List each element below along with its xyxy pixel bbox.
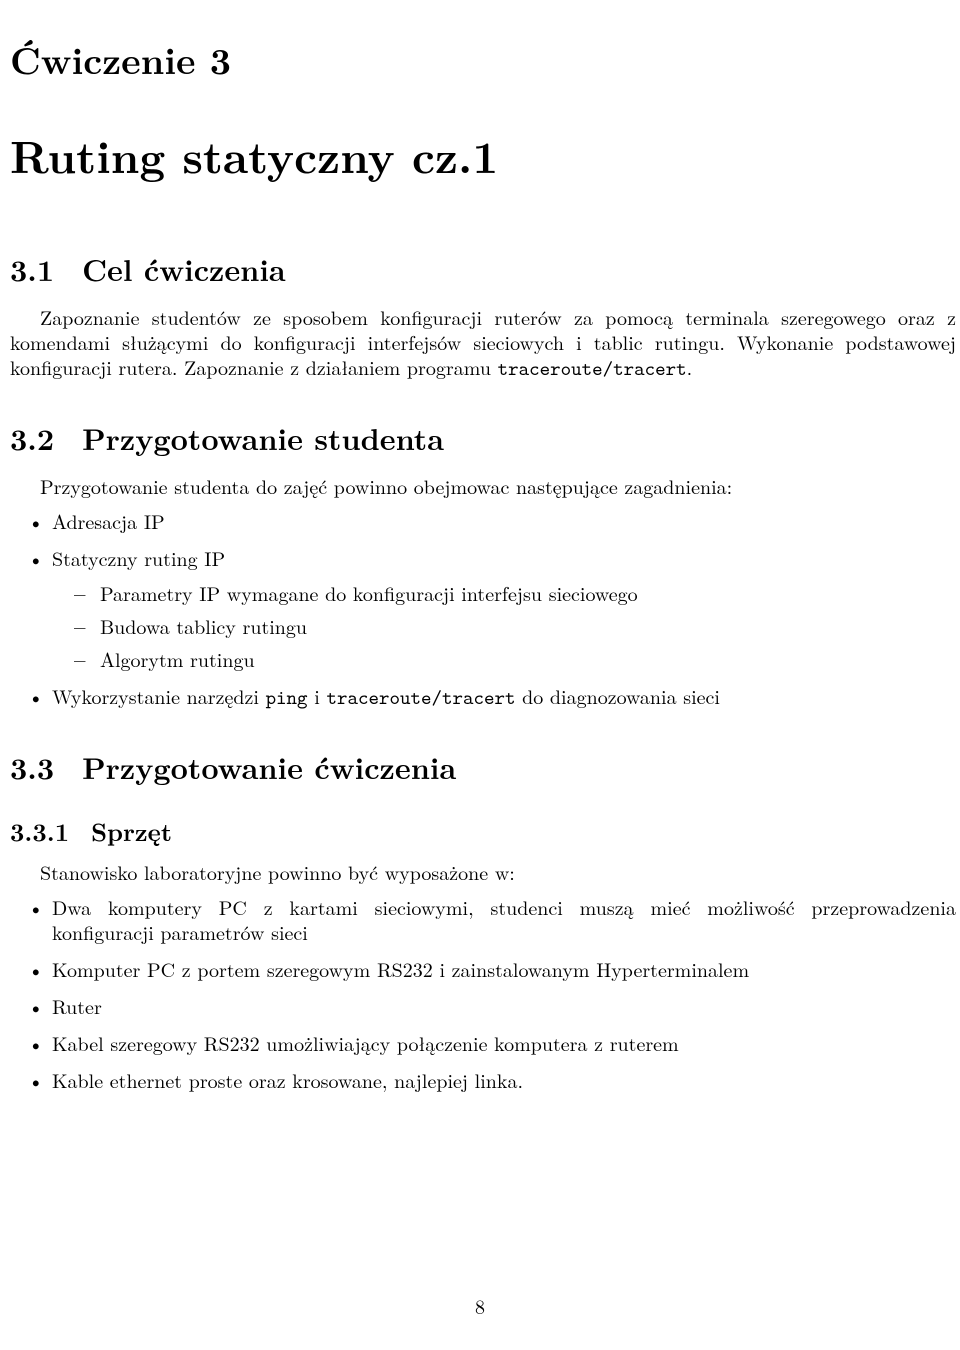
page: Ćwiczenie 3 Ruting statyczny cz.1 3.1 Cel… bbox=[0, 0, 960, 1350]
paragraph: Zapoznanie studentów ze sposobem konfigu… bbox=[10, 304, 956, 382]
list-item: Komputer PC z portem szeregowym RS232 i … bbox=[52, 956, 956, 981]
text: Zapoznanie studentów ze sposobem konfigu… bbox=[10, 302, 956, 381]
list-item: Budowa tablicy rutingu bbox=[100, 613, 956, 638]
text: do diagnozowania sieci bbox=[515, 681, 720, 710]
list-item: Wykorzystanie narzędzi ping i traceroute… bbox=[52, 683, 956, 711]
page-number: 8 bbox=[0, 1291, 960, 1320]
text: Statyczny ruting IP bbox=[52, 543, 225, 572]
section-heading-3-1: 3.1 Cel ćwiczenia bbox=[10, 247, 956, 290]
section-number: 3.1 bbox=[10, 247, 54, 290]
list-item: Kabel szeregowy RS232 umożliwiający połą… bbox=[52, 1030, 956, 1055]
subsection-title: Sprzęt bbox=[91, 814, 172, 849]
list-item: Dwa komputery PC z kartami sieciowymi, s… bbox=[52, 894, 956, 944]
text: . bbox=[687, 352, 693, 381]
list-item: Kable ethernet proste oraz krosowane, na… bbox=[52, 1067, 956, 1092]
text: Wykorzystanie narzędzi bbox=[52, 681, 266, 710]
chapter-title: Ruting statyczny cz.1 bbox=[10, 123, 956, 187]
code-text: traceroute/tracert bbox=[326, 685, 515, 711]
text: i bbox=[308, 681, 327, 710]
list-item: Statyczny ruting IP Parametry IP wymagan… bbox=[52, 545, 956, 671]
list-item: Parametry IP wymagane do konfiguracji in… bbox=[100, 580, 956, 605]
section-number: 3.2 bbox=[10, 416, 54, 459]
list-item: Ruter bbox=[52, 993, 956, 1018]
section-title: Cel ćwiczenia bbox=[82, 247, 286, 290]
bullet-list: Adresacja IP Statyczny ruting IP Paramet… bbox=[10, 508, 956, 711]
section-title: Przygotowanie ćwiczenia bbox=[82, 745, 456, 788]
paragraph: Przygotowanie studenta do zajęć powinno … bbox=[10, 473, 956, 498]
paragraph: Stanowisko laboratoryjne powinno być wyp… bbox=[10, 859, 956, 884]
sub-list: Parametry IP wymagane do konfiguracji in… bbox=[52, 580, 956, 671]
code-text: traceroute/tracert bbox=[498, 356, 687, 382]
section-heading-3-2: 3.2 Przygotowanie studenta bbox=[10, 416, 956, 459]
subsection-heading-3-3-1: 3.3.1 Sprzęt bbox=[10, 814, 956, 849]
bullet-list: Dwa komputery PC z kartami sieciowymi, s… bbox=[10, 894, 956, 1092]
section-title: Przygotowanie studenta bbox=[82, 416, 444, 459]
section-number: 3.3 bbox=[10, 745, 54, 788]
section-heading-3-3: 3.3 Przygotowanie ćwiczenia bbox=[10, 745, 956, 788]
list-item: Algorytm rutingu bbox=[100, 646, 956, 671]
chapter-label: Ćwiczenie 3 bbox=[10, 32, 956, 85]
code-text: ping bbox=[266, 685, 308, 711]
list-item: Adresacja IP bbox=[52, 508, 956, 533]
subsection-number: 3.3.1 bbox=[10, 814, 69, 849]
